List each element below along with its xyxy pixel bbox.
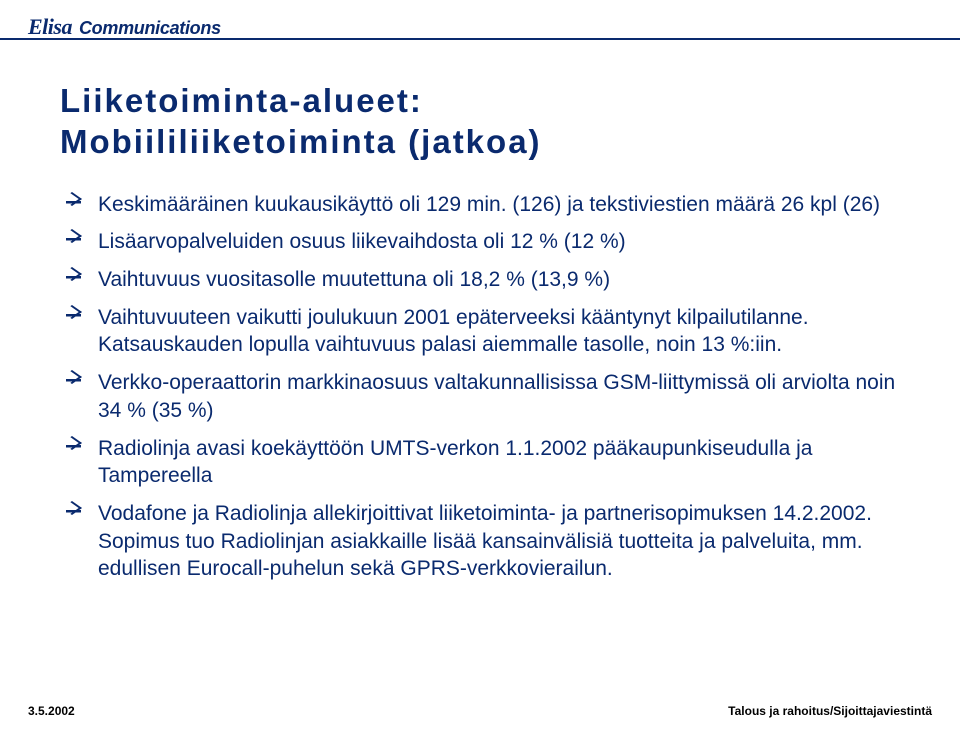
slide-content: Liiketoiminta-alueet: Mobiililiiketoimin…: [60, 80, 900, 593]
bullet-text: Vaihtuvuus vuositasolle muutettuna oli 1…: [98, 268, 610, 291]
list-item: Verkko-operaattorin markkinaosuus valtak…: [88, 369, 900, 424]
bullet-text: Keskimääräinen kuukausikäyttö oli 129 mi…: [98, 193, 880, 216]
list-item: Lisäarvopalveluiden osuus liikevaihdosta…: [88, 228, 900, 256]
bullet-list: Keskimääräinen kuukausikäyttö oli 129 mi…: [60, 191, 900, 584]
brand-logo: Elisa Communications: [28, 14, 221, 34]
slide-title: Liiketoiminta-alueet: Mobiililiiketoimin…: [60, 80, 900, 163]
list-item: Vodafone ja Radiolinja allekirjoittivat …: [88, 500, 900, 583]
header-divider: [0, 38, 960, 40]
bullet-text: Verkko-operaattorin markkinaosuus valtak…: [98, 371, 895, 422]
list-item: Radiolinja avasi koekäyttöön UMTS-verkon…: [88, 435, 900, 490]
list-item: Vaihtuvuuteen vaikutti joulukuun 2001 ep…: [88, 304, 900, 359]
bullet-text: Vodafone ja Radiolinja allekirjoittivat …: [98, 502, 872, 580]
list-item: Keskimääräinen kuukausikäyttö oli 129 mi…: [88, 191, 900, 219]
bullet-text: Vaihtuvuuteen vaikutti joulukuun 2001 ep…: [98, 306, 809, 357]
list-item: Vaihtuvuus vuositasolle muutettuna oli 1…: [88, 266, 900, 294]
logo-mark-text: Elisa: [28, 14, 72, 39]
bullet-text: Radiolinja avasi koekäyttöön UMTS-verkon…: [98, 437, 812, 488]
bullet-text: Lisäarvopalveluiden osuus liikevaihdosta…: [98, 230, 626, 253]
footer-date: 3.5.2002: [28, 704, 75, 718]
title-line-2: Mobiililiiketoiminta (jatkoa): [60, 123, 542, 160]
title-line-1: Liiketoiminta-alueet:: [60, 82, 423, 119]
logo-communications-text: Communications: [79, 18, 221, 38]
footer-source: Talous ja rahoitus/Sijoittajaviestintä: [728, 704, 932, 718]
